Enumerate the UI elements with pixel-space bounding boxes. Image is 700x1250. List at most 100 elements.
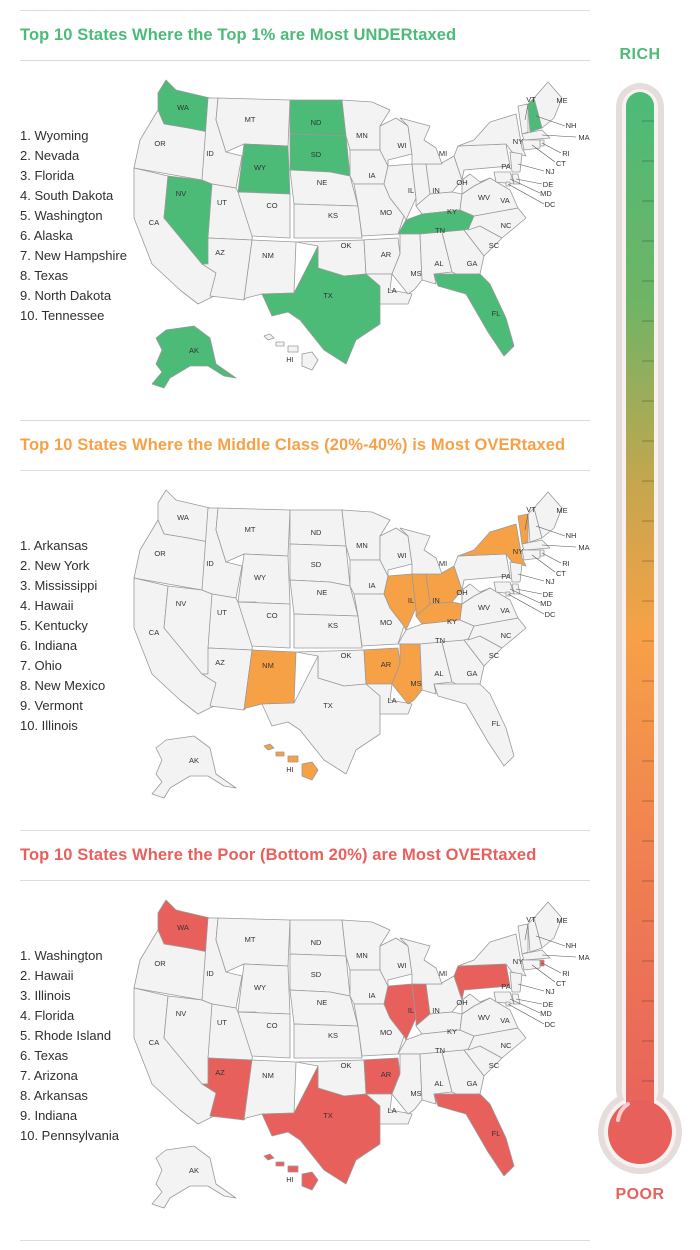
ranking-item: 5. Kentucky (20, 618, 88, 633)
leader-line (541, 142, 562, 154)
state-label: MA (578, 953, 589, 962)
state-label: KS (328, 1031, 338, 1040)
ranking-list: 1. Washington 2. Hawaii 3. Illinois 4. F… (20, 946, 119, 1146)
state-label: MS (410, 1089, 421, 1098)
state-label: CT (556, 979, 566, 988)
ranking-item: 2. Nevada (20, 148, 80, 163)
state-label: IL (408, 186, 414, 195)
state-label: WA (177, 923, 189, 932)
state-label: CA (149, 1038, 159, 1047)
state-label: DC (545, 610, 556, 619)
state-label: VA (500, 196, 509, 205)
leader-line (535, 935, 566, 947)
state-label: NC (501, 1041, 512, 1050)
state-label: RI (562, 559, 570, 568)
state-label: AR (381, 1070, 392, 1079)
thermometer-tick (642, 880, 654, 882)
ranking-item: 9. Vermont (20, 698, 83, 713)
state-label: OK (341, 1061, 352, 1070)
state-label: UT (217, 198, 227, 207)
leader-line (531, 964, 556, 983)
state-nm (243, 1059, 297, 1121)
state-label: AR (381, 660, 392, 669)
thermometer-tick (642, 960, 654, 962)
leader-line (531, 554, 556, 573)
thermometer-tick (642, 1040, 654, 1042)
thermometer-tick (642, 1000, 654, 1002)
state-label: AZ (215, 658, 225, 667)
thermometer-tick (642, 680, 654, 682)
state-label: OH (456, 178, 467, 187)
state-label: DC (545, 200, 556, 209)
state-label: MO (380, 618, 392, 627)
state-label: KY (447, 1027, 457, 1036)
state-vt (517, 513, 529, 545)
state-ak (151, 1145, 237, 1209)
state-label: MA (578, 543, 589, 552)
ranking-item: 10. Pennsylvania (20, 1128, 120, 1143)
state-label: WA (177, 103, 189, 112)
state-nj (509, 561, 523, 583)
state-label: NM (262, 251, 274, 260)
ranking-item: 6. Texas (20, 1048, 69, 1063)
state-mt (215, 97, 291, 153)
state-co (237, 191, 291, 239)
state-label: LA (387, 1106, 396, 1115)
state-label: SD (311, 560, 322, 569)
state-wi (379, 937, 413, 987)
state-label: TX (323, 291, 333, 300)
state-label: MO (380, 1028, 392, 1037)
leader-line (541, 134, 577, 138)
state-label: KS (328, 211, 338, 220)
state-label: NJ (545, 577, 554, 586)
state-mt (215, 917, 291, 973)
state-label: DE (543, 1000, 553, 1009)
state-label: WY (254, 573, 266, 582)
section-rich: Top 10 States Where the Top 1% are Most … (0, 0, 600, 400)
thermometer-tick (642, 200, 654, 202)
state-label: NV (176, 189, 186, 198)
leader-line (517, 983, 545, 992)
leader-line (509, 998, 541, 1014)
divider (20, 470, 590, 471)
state-label: WY (254, 983, 266, 992)
state-label: NV (176, 1009, 186, 1018)
state-label: AK (189, 1166, 199, 1175)
thermometer-tick (642, 640, 654, 642)
state-ma (521, 129, 551, 141)
state-vt (517, 923, 529, 955)
leader-line (531, 144, 556, 163)
thermometer-bulb (608, 1100, 672, 1164)
state-label: AL (434, 669, 443, 678)
state-ma (521, 539, 551, 551)
state-label: MS (410, 269, 421, 278)
leader-line (524, 923, 529, 941)
thermometer-tick (642, 560, 654, 562)
state-label: VA (500, 606, 509, 615)
state-label: FL (492, 1129, 501, 1138)
state-label: WV (478, 1013, 490, 1022)
state-nj (509, 971, 523, 993)
state-me (533, 81, 563, 129)
state-label: SD (311, 970, 322, 979)
state-label: PA (501, 982, 510, 991)
state-label: WI (397, 551, 406, 560)
state-label: MN (356, 131, 368, 140)
state-label: TX (323, 1111, 333, 1120)
ranking-item: 6. Alaska (20, 228, 73, 243)
state-label: NM (262, 1071, 274, 1080)
leader-line (515, 998, 543, 1005)
state-label: KY (447, 207, 457, 216)
divider (20, 60, 590, 61)
thermometer-ticks (642, 120, 654, 1082)
ranking-item: 4. Hawaii (20, 598, 74, 613)
leader-line (507, 183, 545, 205)
state-label: VT (526, 95, 536, 104)
section-title: Top 10 States Where the Poor (Bottom 20%… (20, 846, 537, 864)
state-label: NH (566, 121, 577, 130)
state-la (365, 273, 413, 305)
state-label: IN (432, 186, 440, 195)
state-label: GA (467, 259, 478, 268)
state-ny (457, 523, 527, 567)
state-label: WI (397, 961, 406, 970)
